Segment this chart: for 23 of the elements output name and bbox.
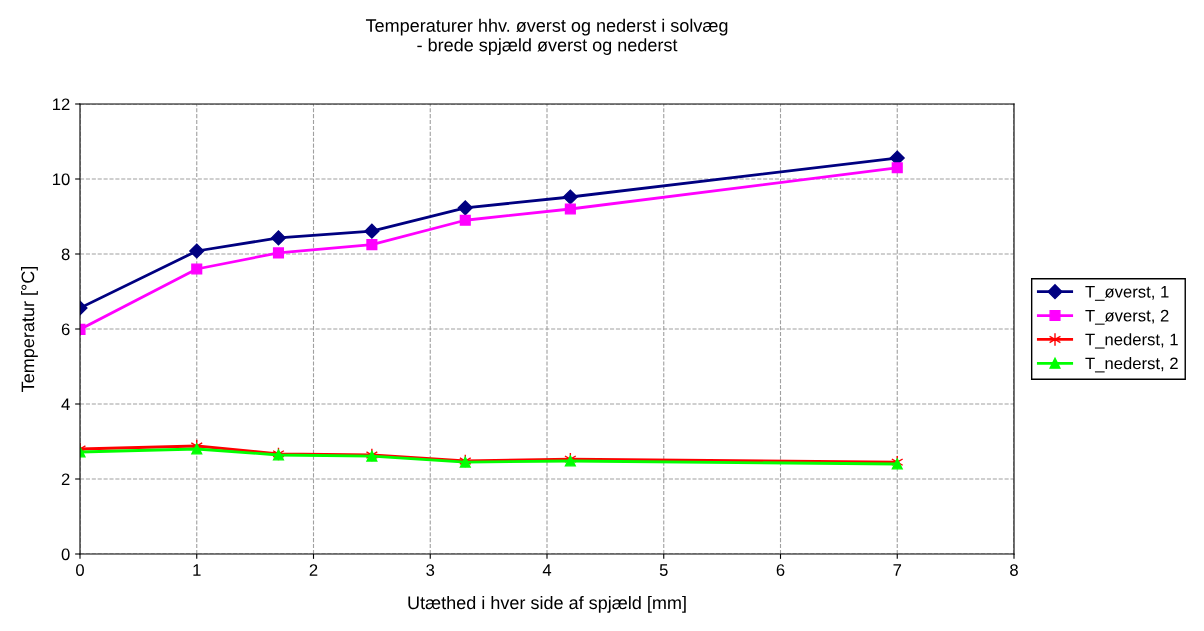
x-tick-label: 1 <box>193 564 201 576</box>
x-tick-label: 2 <box>309 564 318 576</box>
x-tick-label: 8 <box>1010 564 1018 576</box>
x-tick-label: 6 <box>776 564 785 576</box>
legend-label: T_øverst, 1 <box>1085 286 1169 301</box>
x-tick-label: 0 <box>76 564 84 576</box>
x-tick-label: 3 <box>426 564 435 576</box>
x-tick-label: 4 <box>542 564 552 576</box>
legend-label: T_nederst, 1 <box>1085 333 1178 349</box>
y-tick-label: 8 <box>61 248 70 261</box>
legend-label: T_øverst, 2 <box>1085 309 1169 325</box>
x-tick-label: 5 <box>659 564 668 576</box>
y-tick-label: 2 <box>61 473 70 486</box>
y-axis-title: Temperatur [°C] <box>21 266 38 392</box>
legend-label: T_nederst, 2 <box>1085 357 1178 373</box>
y-tick-label: 0 <box>61 548 70 561</box>
y-tick-label: 12 <box>53 98 70 111</box>
y-tick-label: 6 <box>61 323 70 336</box>
chart-title: Temperaturer hhv. øverst og nederst i solvæg - brede spjæld øverst og nederst <box>365 18 728 55</box>
x-tick-label: 7 <box>893 564 902 576</box>
y-tick-label: 4 <box>61 398 70 411</box>
x-axis-title: Utæthed i hver side af spjæld [mm] <box>408 595 686 613</box>
y-tick-label: 10 <box>53 173 70 186</box>
